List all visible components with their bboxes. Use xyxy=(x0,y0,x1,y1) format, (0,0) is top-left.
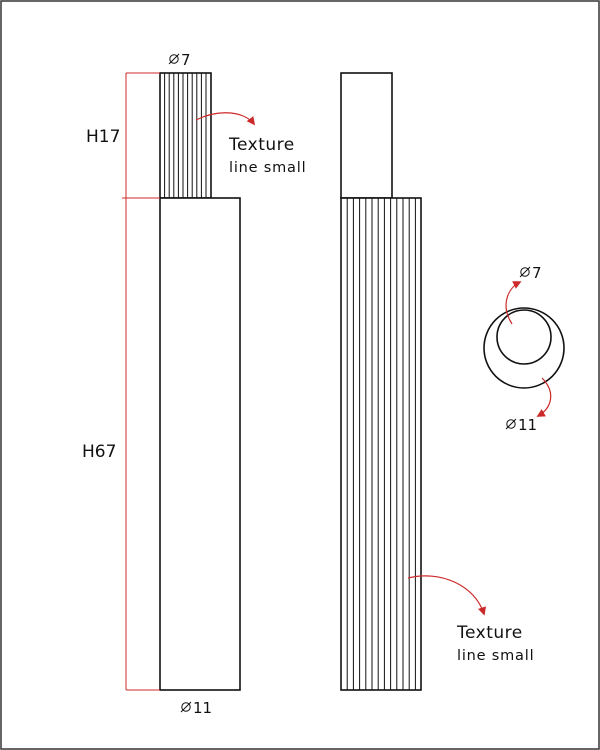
outer-circle xyxy=(483,307,565,389)
middle-texture-lines xyxy=(346,198,416,690)
circle-inner-diameter-label: 7 xyxy=(519,264,542,282)
texture-upper-line1: Texture xyxy=(228,135,295,155)
texture-upper-arrow-icon xyxy=(195,112,256,126)
texture-lower-line2: line small xyxy=(457,648,534,664)
middle-part xyxy=(340,72,422,691)
texture-lower-line1: Texture xyxy=(456,623,523,643)
height-top-label: H17 xyxy=(86,127,120,147)
left-upper-knurl xyxy=(159,72,212,199)
left-lower-body xyxy=(159,197,241,691)
height-bottom-label: H67 xyxy=(82,442,116,462)
middle-upper-body xyxy=(340,72,393,199)
diameter-icon xyxy=(168,53,180,65)
top-diameter-label: 7 xyxy=(168,51,191,69)
inner-circle xyxy=(496,309,552,365)
bottom-diameter-label: 11 xyxy=(180,699,212,717)
svg-text:11: 11 xyxy=(193,699,212,717)
left-texture-lines xyxy=(164,73,207,198)
texture-lower-arrow-icon xyxy=(407,575,487,616)
circle-inner-arrow-icon xyxy=(505,281,522,325)
svg-text:7: 7 xyxy=(532,264,542,282)
diameter-icon xyxy=(505,418,517,430)
circle-outer-diameter-label: 11 xyxy=(505,416,537,434)
diameter-icon xyxy=(519,266,531,278)
middle-lower-knurl xyxy=(340,197,422,691)
texture-upper-line2: line small xyxy=(229,160,306,176)
svg-text:11: 11 xyxy=(518,416,537,434)
circle-outer-arrow-icon xyxy=(536,377,552,417)
height-dimension xyxy=(122,72,160,691)
top-view xyxy=(483,307,565,389)
left-part xyxy=(159,72,241,691)
svg-text:7: 7 xyxy=(181,51,191,69)
diameter-icon xyxy=(180,701,192,713)
